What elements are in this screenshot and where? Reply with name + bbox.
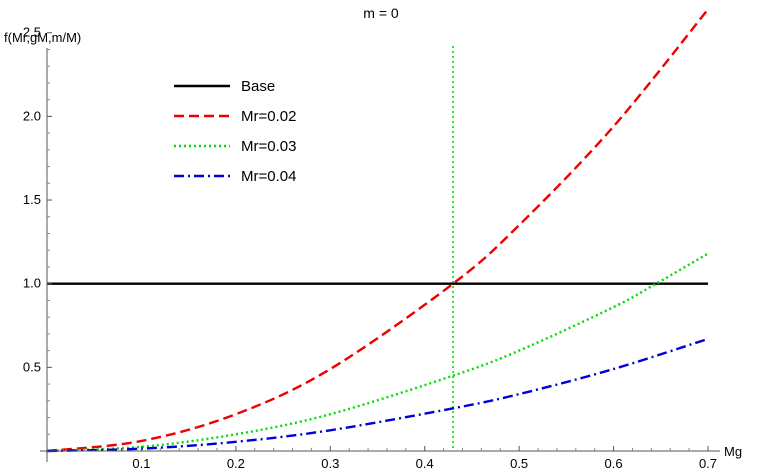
y-tick-label: 0.5: [23, 359, 41, 374]
ticks: 0.1 0.2 0.3 0.4 0.5 0.6 0.7 0.5 1.0 1.5 2.0 2.5: [23, 25, 717, 471]
y-tick-label: 1.5: [23, 192, 41, 207]
legend-label: Base: [241, 78, 275, 95]
legend-label: Mr=0.02: [241, 108, 296, 125]
legend: Base Mr=0.02 Mr=0.03 Mr=0.04: [174, 78, 296, 185]
y-tick-label: 2.0: [23, 108, 41, 123]
series-line-1: [46, 8, 709, 453]
legend-label: Mr=0.03: [241, 138, 296, 155]
series-line-3: [46, 337, 709, 453]
y-tick-label: 1.0: [23, 276, 41, 291]
y-tick-label: 2.5: [23, 25, 41, 40]
chart-title: m = 0: [363, 5, 399, 21]
x-tick-label: 0.7: [699, 456, 717, 471]
axes: [40, 48, 720, 462]
x-tick-label: 0.5: [510, 456, 528, 471]
x-tick-label: 0.3: [321, 456, 339, 471]
series-line-2: [46, 252, 709, 453]
x-tick-label: 0.1: [132, 456, 150, 471]
legend-label: Mr=0.04: [241, 168, 296, 185]
x-axis-label: Mg: [724, 444, 742, 459]
x-tick-label: 0.6: [605, 456, 623, 471]
y-axis-label: f(Mr,gM,m/M): [4, 30, 81, 45]
x-tick-label: 0.4: [416, 456, 434, 471]
x-tick-label: 0.2: [227, 456, 245, 471]
plot-area: [46, 8, 709, 453]
